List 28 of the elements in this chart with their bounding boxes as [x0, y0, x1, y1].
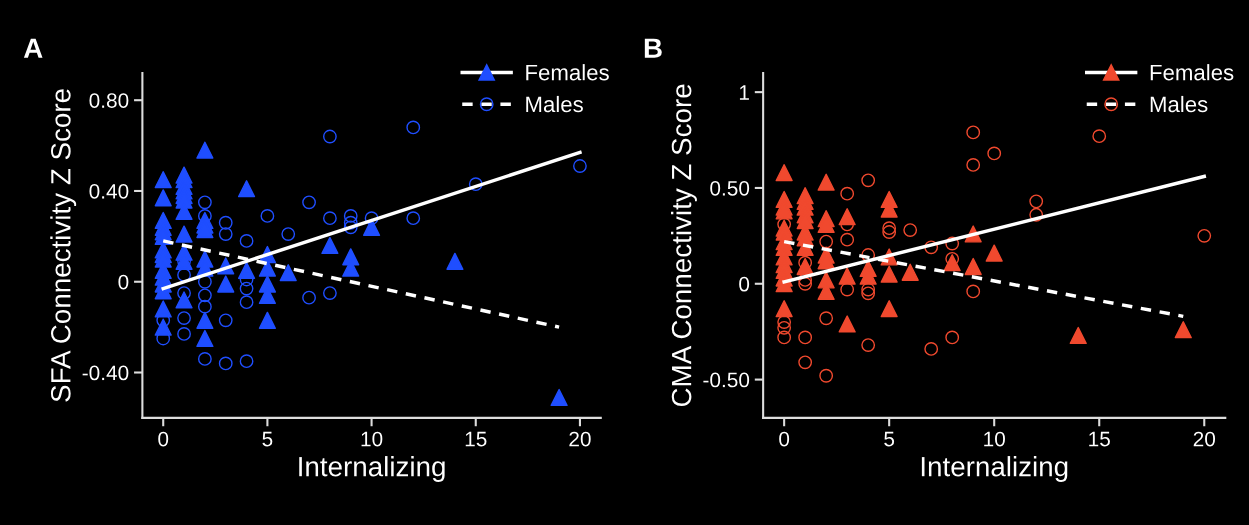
chart-title: B — [644, 38, 662, 58]
y-tick-label: -0.50 — [703, 372, 750, 388]
y-tick-label: -0.40 — [82, 365, 129, 381]
y-axis-title: CMA Connectivity Z Score — [671, 84, 697, 407]
y-tick-label: 1 — [739, 85, 749, 100]
y-tick-label: 0 — [739, 276, 750, 292]
x-tick-label: 0 — [779, 431, 790, 447]
legend-label: Females — [526, 64, 609, 81]
legend-label: Males — [1150, 95, 1208, 113]
y-tick-label: 0.40 — [89, 183, 129, 199]
y-tick-label: 0 — [118, 274, 129, 290]
y-tick-label: 0.80 — [89, 93, 129, 108]
x-tick-label: 20 — [1193, 431, 1216, 447]
chart-title: A — [23, 38, 43, 58]
x-axis-title: Internalizing — [921, 456, 1068, 482]
x-tick-label: 10 — [361, 431, 383, 447]
y-axis-title: SFA Connectivity Z Score — [50, 89, 77, 402]
x-axis-title: Internalizing — [299, 456, 445, 482]
legend-label: Females — [1150, 64, 1234, 81]
x-tick-label: 15 — [465, 431, 487, 447]
x-tick-label: 0 — [158, 431, 169, 447]
x-tick-label: 10 — [984, 431, 1005, 447]
legend-label: Males — [526, 95, 583, 113]
x-tick-label: 5 — [884, 431, 895, 447]
x-tick-label: 15 — [1089, 431, 1110, 447]
x-tick-label: 20 — [569, 431, 591, 447]
y-tick-label: 0.50 — [710, 180, 750, 196]
x-tick-label: 5 — [262, 431, 273, 447]
